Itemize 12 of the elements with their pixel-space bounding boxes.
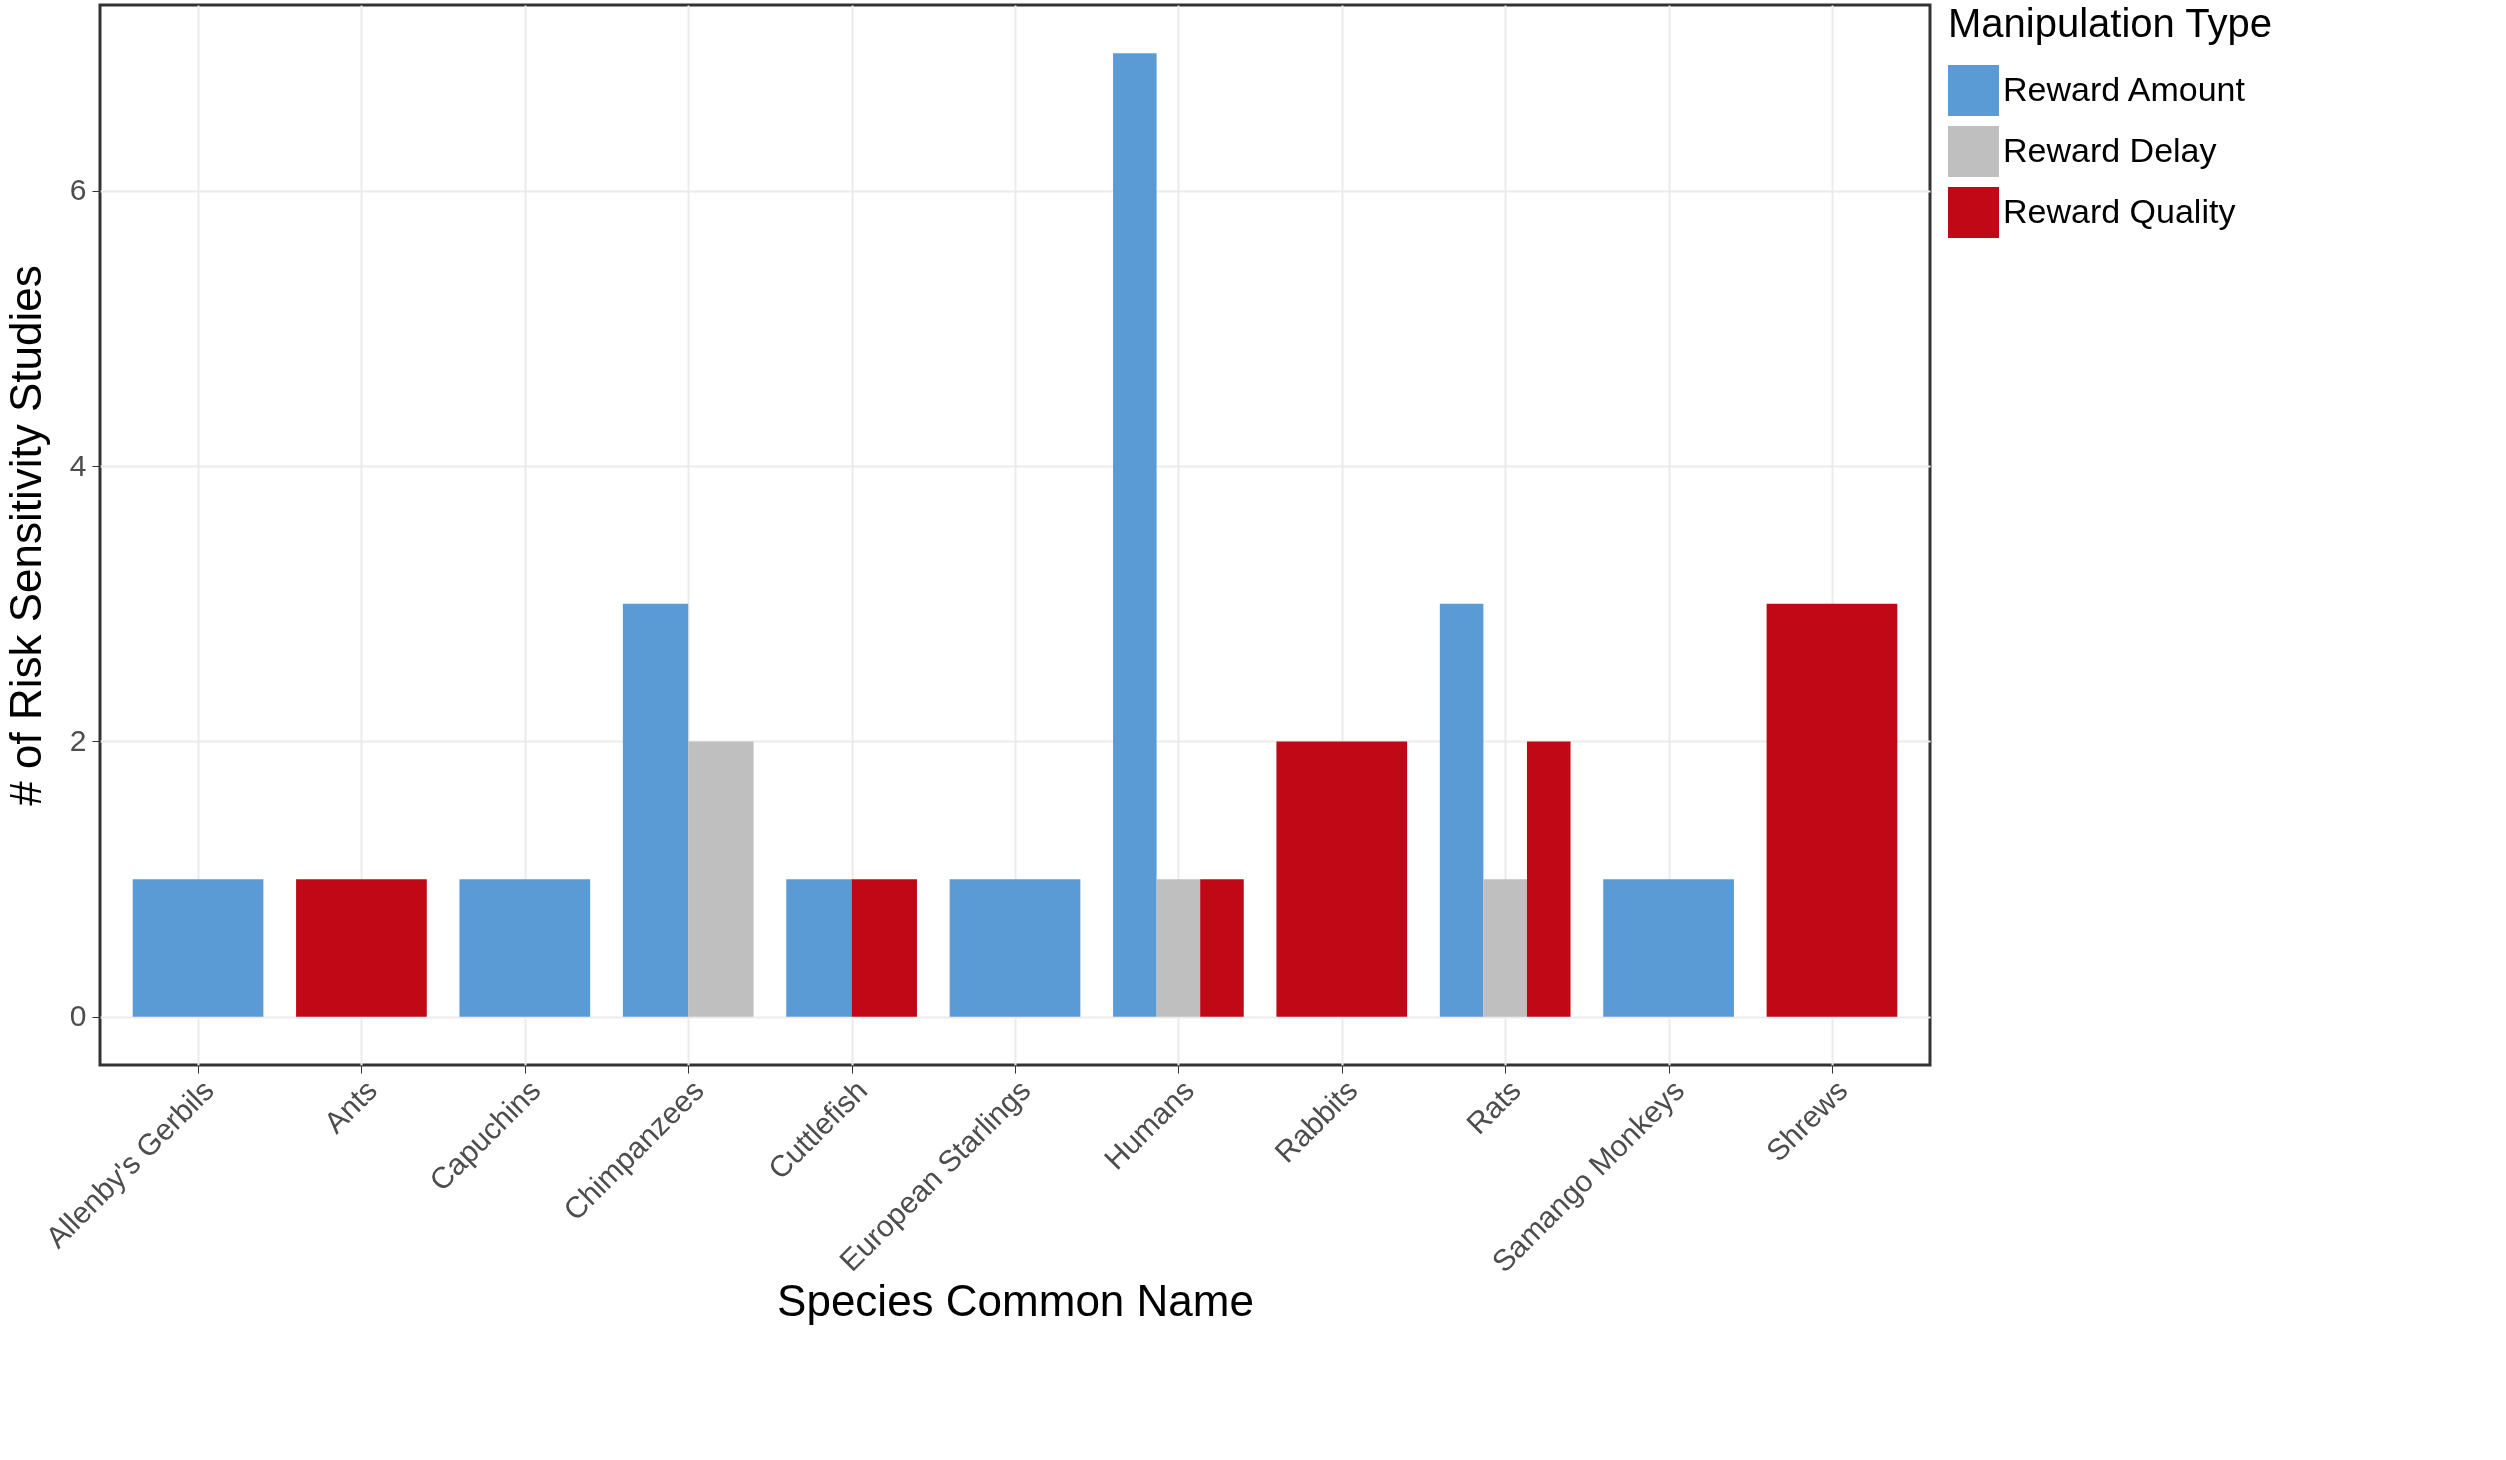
x-tick-label: Ants (317, 1073, 384, 1140)
legend-label: Reward Delay (2003, 130, 2217, 169)
legend-label: Reward Amount (2003, 69, 2246, 108)
y-axis-title: # of Risk Sensitivity Studies (0, 265, 50, 806)
x-tick-label: Rats (1459, 1073, 1527, 1141)
y-tick-label: 6 (69, 173, 87, 207)
y-tick-label: 2 (69, 723, 87, 757)
x-axis-title: Species Common Name (777, 1275, 1254, 1325)
y-tick-label: 4 (69, 448, 87, 482)
y-tick-label: 0 (69, 999, 87, 1033)
legend-title: Manipulation Type (1948, 1, 2272, 45)
legend-label: Reward Quality (2003, 191, 2236, 230)
